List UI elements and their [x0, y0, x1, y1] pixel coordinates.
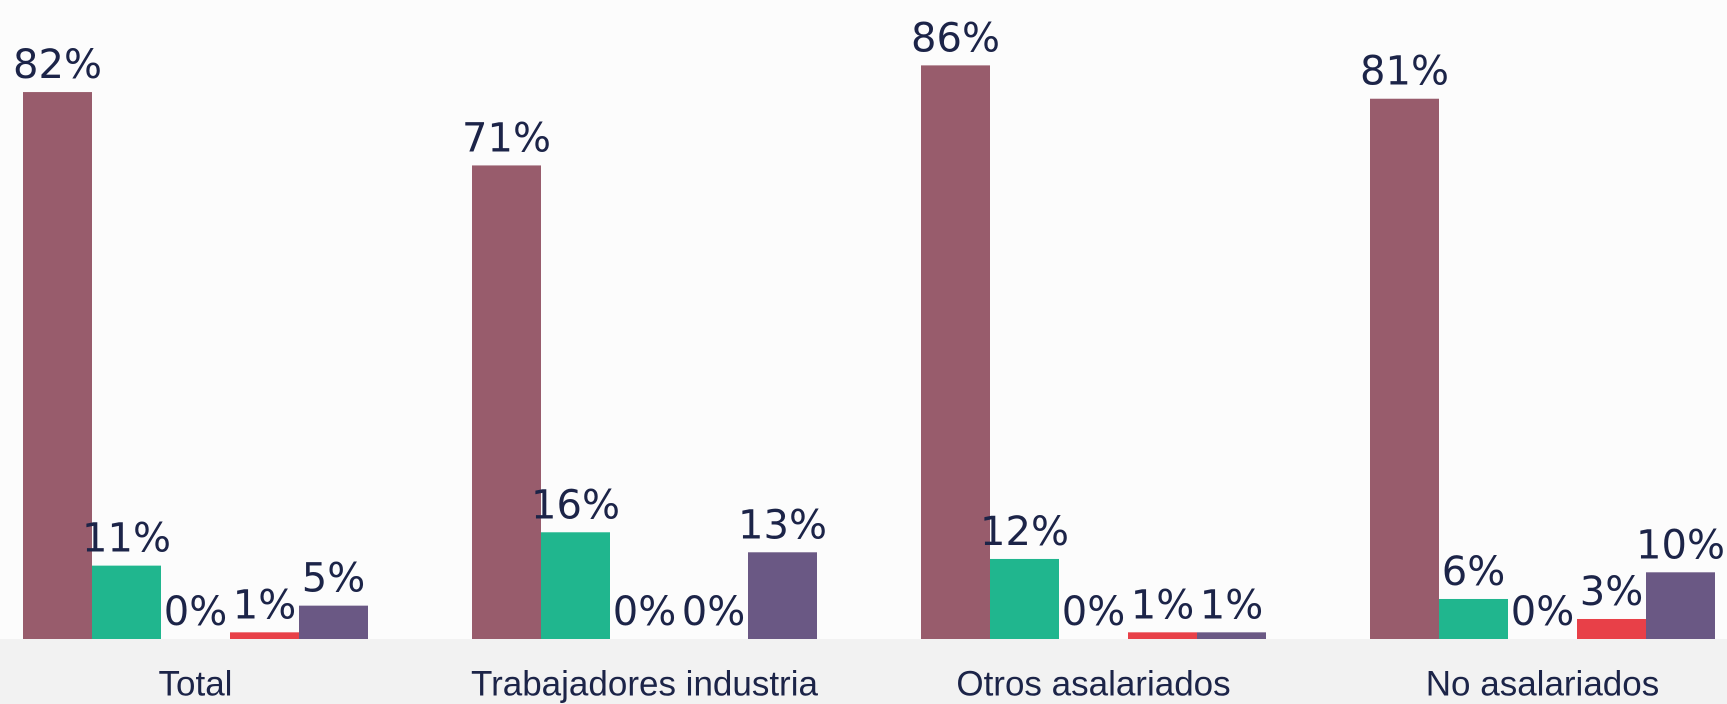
- data-label: 1%: [1200, 582, 1263, 628]
- data-label: 0%: [682, 589, 745, 635]
- bar: [299, 605, 368, 639]
- data-label: 0%: [613, 589, 676, 635]
- data-label: 1%: [1131, 582, 1194, 628]
- x-tick-label: Trabajadores industria: [471, 664, 818, 703]
- data-label: 6%: [1442, 549, 1505, 595]
- bar: [1197, 632, 1266, 639]
- bar: [1128, 632, 1197, 639]
- data-label: 71%: [462, 115, 551, 161]
- data-label: 13%: [738, 502, 827, 548]
- bar: [1646, 572, 1715, 639]
- bar: [921, 65, 990, 639]
- bar: [92, 565, 161, 639]
- data-label: 0%: [164, 589, 227, 635]
- bar: [541, 532, 610, 639]
- x-tick-label: Otros asalariados: [956, 664, 1230, 703]
- data-label: 0%: [1511, 589, 1574, 635]
- bar: [23, 92, 92, 639]
- data-label: 86%: [911, 15, 1000, 61]
- axis-background: [0, 639, 1727, 704]
- data-label: 3%: [1580, 569, 1643, 615]
- x-tick-label: Total: [159, 664, 233, 703]
- data-label: 1%: [233, 582, 296, 628]
- data-label: 81%: [1360, 49, 1449, 95]
- bar: [1370, 98, 1439, 640]
- bar: [748, 552, 817, 639]
- data-label: 82%: [13, 42, 102, 88]
- data-label: 12%: [980, 509, 1069, 555]
- bar: [1577, 618, 1646, 639]
- data-label: 0%: [1062, 589, 1125, 635]
- x-tick-label: No asalariados: [1426, 664, 1659, 703]
- data-label: 16%: [531, 482, 620, 528]
- bar: [990, 558, 1059, 639]
- data-label: 10%: [1636, 522, 1725, 568]
- data-label: 5%: [302, 556, 365, 602]
- plot-background: [0, 0, 1727, 639]
- data-label: 11%: [82, 516, 171, 562]
- bar: [230, 632, 299, 639]
- bar: [472, 165, 541, 639]
- bar: [1439, 598, 1508, 639]
